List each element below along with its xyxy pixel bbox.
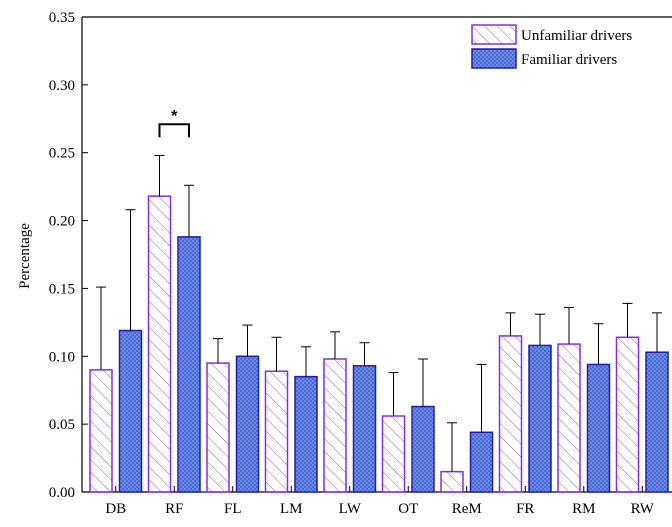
x-tick-label-fl: FL (224, 501, 242, 517)
bar-familiar-lm (294, 375, 318, 493)
bar-unfamiliar-rw (615, 336, 640, 493)
bar-familiar-db (118, 329, 143, 493)
legend: Unfamiliar drivers Familiar drivers (471, 24, 632, 69)
bar-unfamiliar-rf (147, 195, 172, 493)
x-tick-label-db: DB (105, 501, 126, 517)
x-tick-label-ot: OT (398, 501, 418, 517)
y-axis-label: Percentage (17, 223, 33, 289)
bar-unfamiliar-rem (440, 470, 464, 493)
bar-unfamiliar-db (89, 369, 113, 493)
legend-swatch-unfamiliar (471, 24, 517, 45)
x-tick-label-rw: RW (631, 501, 655, 517)
bar-unfamiliar-fl (206, 362, 230, 493)
y-tick-label: 0.30 (49, 78, 75, 94)
bar-familiar-rem (469, 431, 494, 493)
bar-unfamiliar-fr (498, 335, 523, 493)
x-tick-label-fr: FR (516, 501, 534, 517)
bar-familiar-fl (235, 355, 260, 493)
legend-label-familiar: Familiar drivers (521, 52, 617, 68)
x-tick-label-lw: LW (339, 501, 362, 517)
x-tick-label-rem: ReM (452, 501, 482, 517)
bar-unfamiliar-rm (557, 343, 581, 493)
y-tick-label: 0.15 (49, 281, 75, 297)
y-tick-label: 0.20 (49, 214, 75, 230)
x-tick-label-lm: LM (280, 501, 303, 517)
bar-unfamiliar-lm (264, 370, 289, 493)
bar-familiar-rf (177, 236, 201, 493)
bar-unfamiliar-ot (381, 415, 406, 493)
legend-swatch-familiar (471, 48, 517, 69)
bar-unfamiliar-lw (323, 358, 347, 493)
bar-familiar-fr (528, 344, 552, 493)
y-tick-label: 0.05 (49, 417, 75, 433)
bar-familiar-rw (645, 351, 669, 493)
y-tick-label: 0.25 (49, 146, 75, 162)
bar-familiar-lw (352, 365, 377, 493)
y-tick-label: 0.35 (49, 10, 75, 26)
bar-familiar-ot (411, 405, 435, 493)
bar-familiar-rm (586, 363, 611, 493)
significance-star: * (171, 108, 178, 125)
legend-label-unfamiliar: Unfamiliar drivers (521, 28, 632, 44)
x-tick-label-rf: RF (165, 501, 183, 517)
y-tick-label: 0.10 (49, 349, 75, 365)
y-tick-label: 0.00 (49, 485, 75, 501)
significance-bracket (158, 123, 190, 138)
x-tick-label-rm: RM (572, 501, 595, 517)
